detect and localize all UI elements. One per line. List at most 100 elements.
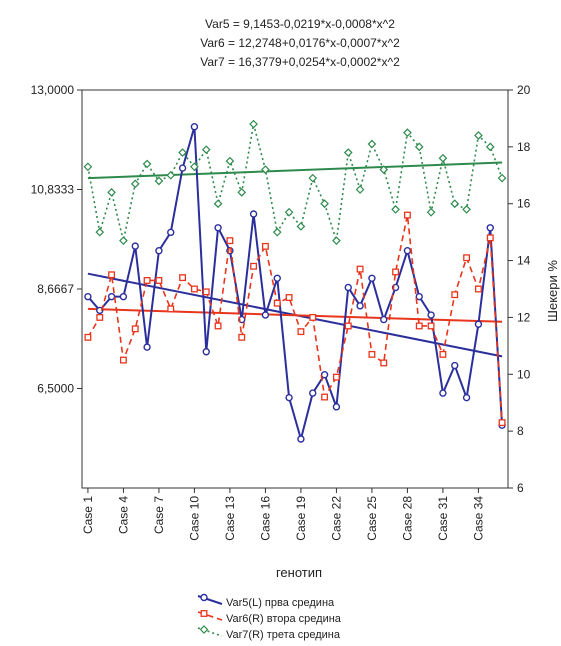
data-point xyxy=(463,254,471,262)
data-point xyxy=(355,185,365,194)
series-line-2 xyxy=(87,214,503,423)
data-point xyxy=(96,306,104,315)
fit-line-var7 xyxy=(87,161,503,180)
data-point xyxy=(190,285,198,293)
data-point xyxy=(367,139,377,149)
data-point xyxy=(202,288,210,296)
legend-marker xyxy=(199,625,209,634)
data-point xyxy=(249,119,258,129)
data-point xyxy=(450,199,460,209)
series-layer xyxy=(83,119,507,443)
data-point xyxy=(332,236,341,246)
legend-label: Var7(R) трета средина xyxy=(226,629,341,641)
data-point xyxy=(356,265,364,273)
data-point xyxy=(285,393,293,402)
right-tick-label: 6 xyxy=(517,481,524,495)
x-axis-title: генотип xyxy=(276,565,322,580)
equation-var5: Var5 = 9,1453-0,0219*x-0,0008*x^2 xyxy=(205,17,395,31)
data-point xyxy=(119,356,127,364)
data-point xyxy=(427,322,435,330)
right-axis-ticks: 6 8 10 12 14 16 18 20 xyxy=(508,83,531,495)
data-point xyxy=(142,159,152,169)
x-tick-label: Case 1 xyxy=(81,496,95,534)
data-point xyxy=(391,205,400,214)
data-point xyxy=(344,283,352,292)
x-tick-label: Case 34 xyxy=(471,496,485,541)
x-axis-ticks: Case 1 Case 4 Case 7 Case 10 Case 13 Case 16 C… xyxy=(81,488,485,541)
data-point xyxy=(155,247,163,255)
legend-label: Var6(R) втора средина xyxy=(226,613,342,625)
data-point xyxy=(284,207,294,217)
right-tick-label: 14 xyxy=(517,254,531,268)
data-point xyxy=(403,128,412,137)
series-line-3 xyxy=(87,123,503,241)
data-point xyxy=(485,142,495,152)
x-tick-label: Case 19 xyxy=(294,496,308,541)
data-point xyxy=(213,199,223,209)
right-tick-label: 16 xyxy=(517,197,531,211)
data-point xyxy=(130,179,140,189)
legend-marker xyxy=(200,593,208,602)
data-point xyxy=(297,328,305,336)
data-point xyxy=(84,292,92,301)
data-point xyxy=(261,165,270,174)
data-point xyxy=(439,350,447,358)
data-point xyxy=(131,325,139,333)
data-point xyxy=(119,236,128,246)
data-point xyxy=(190,123,199,131)
data-point xyxy=(83,162,93,172)
x-tick-label: Case 10 xyxy=(187,496,201,541)
data-point xyxy=(356,302,364,310)
fit-line-var6 xyxy=(87,307,503,323)
equation-var6: Var6 = 12,2748+0,0176*x-0,0007*x^2 xyxy=(200,36,400,50)
data-point xyxy=(155,277,163,284)
data-point xyxy=(166,170,176,180)
data-point xyxy=(379,165,389,174)
data-point xyxy=(426,207,436,217)
data-point xyxy=(272,227,282,237)
data-point xyxy=(309,389,317,397)
data-point xyxy=(332,373,340,381)
data-point xyxy=(462,393,471,402)
data-point xyxy=(250,262,258,270)
data-point xyxy=(380,359,388,367)
data-point xyxy=(368,350,376,358)
data-point xyxy=(285,294,293,301)
data-point xyxy=(451,361,459,370)
data-point xyxy=(297,435,305,443)
right-tick-label: 8 xyxy=(517,424,524,438)
left-tick-label: 6,5000 xyxy=(37,381,74,395)
data-point xyxy=(308,173,318,183)
data-point xyxy=(190,162,199,172)
data-point xyxy=(486,234,494,242)
data-point xyxy=(237,187,247,197)
data-point xyxy=(392,268,400,276)
data-point xyxy=(225,156,235,166)
data-point xyxy=(320,199,329,209)
data-point xyxy=(474,285,482,293)
legend: Var5(L) прва средина Var6(R) втора средин… xyxy=(197,593,342,641)
data-point xyxy=(273,274,281,282)
data-point xyxy=(403,211,411,219)
left-axis-ticks: 6,5000 8,6667 10,8333 13,0000 xyxy=(31,83,82,395)
data-point xyxy=(95,227,105,237)
legend-label: Var5(L) прва средина xyxy=(226,597,335,609)
right-tick-label: 12 xyxy=(517,310,531,324)
x-tick-label: Case 16 xyxy=(258,496,272,541)
data-point xyxy=(84,333,92,341)
data-point xyxy=(321,393,329,401)
data-point xyxy=(261,311,270,319)
x-tick-label: Case 31 xyxy=(436,496,450,541)
data-point xyxy=(474,320,483,328)
data-point xyxy=(107,292,116,301)
data-point xyxy=(343,148,353,157)
data-point xyxy=(96,313,104,321)
data-point xyxy=(226,237,234,245)
left-tick-label: 10,8333 xyxy=(31,182,75,196)
data-point xyxy=(108,271,116,279)
data-point xyxy=(415,322,423,330)
data-point xyxy=(143,343,151,351)
right-tick-label: 20 xyxy=(517,83,531,97)
x-tick-label: Case 7 xyxy=(152,496,166,534)
